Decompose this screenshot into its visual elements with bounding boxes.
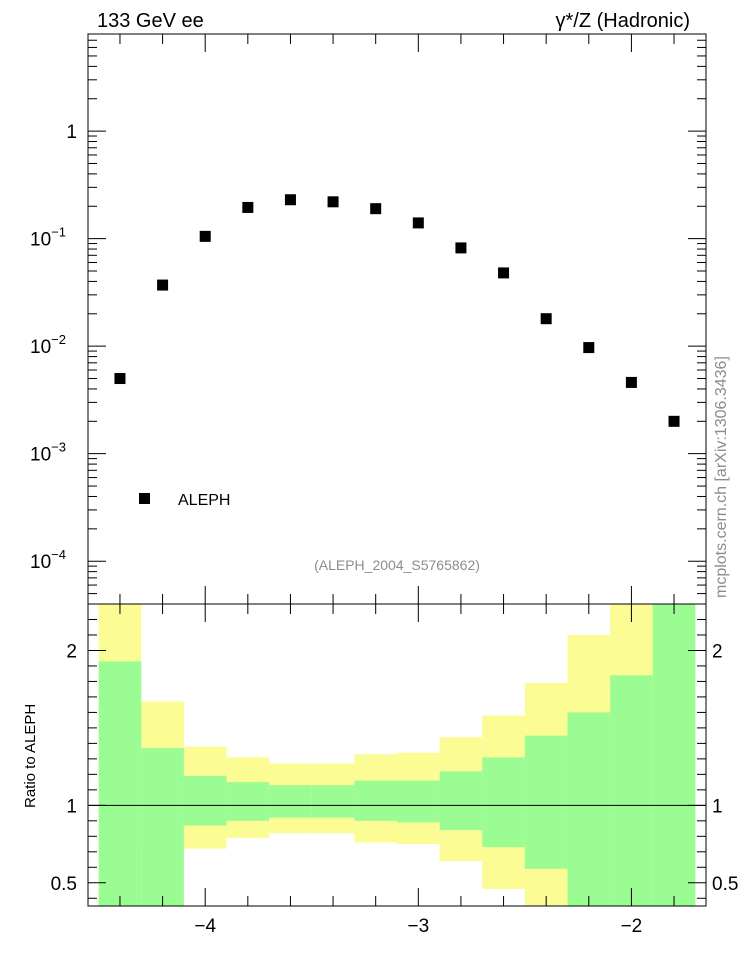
y-tick-label: 10−2 [30, 332, 66, 358]
stat-band [610, 675, 653, 906]
stat-band [226, 782, 270, 821]
stat-band [269, 785, 312, 818]
x-tick-label: −3 [407, 916, 429, 937]
header-right-label: γ*/Z (Hadronic) [556, 10, 690, 32]
main-frame [87, 33, 707, 605]
y-tick-label: 10−4 [30, 547, 66, 573]
side-source-label: mcplots.cern.ch [arXiv:1306.3436] [713, 356, 730, 598]
x-tick-label: −2 [621, 916, 643, 937]
ratio-frame [87, 603, 707, 907]
data-point [583, 342, 595, 354]
stat-band [354, 780, 397, 821]
y-tick-label: 1 [66, 122, 77, 143]
data-point [498, 267, 510, 279]
data-point [242, 201, 254, 213]
stat-band [98, 661, 142, 906]
data-point [199, 230, 211, 242]
legend-marker [139, 493, 150, 504]
stat-band [141, 748, 184, 906]
stat-band [652, 604, 696, 906]
header-left-label: 133 GeV ee [97, 10, 204, 32]
legend: ALEPH [139, 492, 230, 509]
analysis-tag: (ALEPH_2004_S5765862) [314, 557, 480, 573]
y-tick-label: 10−1 [30, 225, 66, 251]
ratio-y-tick-label-right: 1 [712, 796, 723, 817]
stat-band [524, 735, 568, 869]
data-point [540, 313, 552, 325]
ratio-y-tick-label: 1 [66, 796, 77, 817]
stat-band [439, 771, 483, 831]
stat-band [397, 780, 440, 823]
data-point [157, 279, 169, 291]
stat-band [482, 757, 525, 848]
data-point [114, 373, 126, 385]
data-point [327, 196, 339, 208]
stat-band [311, 785, 355, 818]
stat-band [567, 712, 611, 906]
data-point [370, 203, 382, 215]
main-panel: 110−110−210−310−4 (ALEPH_2004_S5765862) … [30, 33, 707, 605]
stat-band [183, 775, 227, 826]
ratio-y-tick-label-right: 0.5 [712, 874, 738, 895]
ratio-y-tick-label: 2 [66, 641, 77, 662]
ratio-y-axis-label: Ratio to ALEPH [22, 704, 39, 808]
y-tick-label: 10−3 [30, 440, 66, 466]
data-point [412, 217, 424, 229]
x-tick-label: −4 [194, 916, 216, 937]
ratio-y-tick-label-right: 2 [712, 641, 723, 662]
ratio-panel: 0.5 0.5 1 1 2 2 −4 −3 −2 Ratio to ALEPH [22, 603, 738, 937]
data-point [455, 242, 467, 254]
data-point [668, 415, 680, 427]
legend-entry-aleph: ALEPH [178, 492, 230, 509]
ratio-y-tick-label: 0.5 [51, 874, 77, 895]
data-point [284, 194, 296, 206]
data-point [625, 376, 637, 388]
